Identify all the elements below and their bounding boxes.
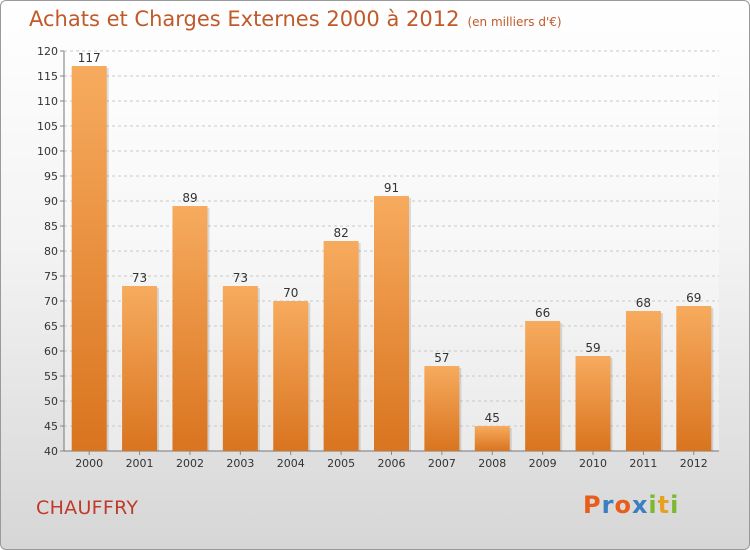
x-tick-label: 2004: [277, 457, 305, 470]
y-tick-label: 70: [44, 295, 58, 308]
bars: [71, 66, 714, 451]
data-label: 73: [132, 271, 147, 285]
bar: [424, 366, 460, 451]
x-tick-label: 2005: [327, 457, 355, 470]
data-label: 45: [485, 411, 500, 425]
x-tick-label: 2011: [629, 457, 657, 470]
x-tick-label: 2003: [226, 457, 254, 470]
x-tick-label: 2007: [428, 457, 456, 470]
y-tick-label: 105: [37, 120, 58, 133]
data-label: 69: [686, 291, 701, 305]
bar: [676, 306, 712, 451]
bar: [172, 206, 208, 451]
x-tick-label: 2009: [529, 457, 557, 470]
bar: [222, 286, 258, 451]
data-label: 70: [283, 286, 298, 300]
y-tick-label: 40: [44, 445, 58, 458]
x-tick-label: 2008: [478, 457, 506, 470]
y-tick-label: 65: [44, 320, 58, 333]
bar: [71, 66, 107, 451]
y-tick-label: 85: [44, 220, 58, 233]
chart-title: Achats et Charges Externes 2000 à 2012 (e…: [29, 7, 562, 31]
x-tick-label: 2006: [378, 457, 406, 470]
x-tick-label: 2000: [75, 457, 103, 470]
x-tick-label: 2010: [579, 457, 607, 470]
bar: [575, 356, 611, 451]
bar: [273, 301, 309, 451]
y-tick-label: 110: [37, 95, 58, 108]
data-label: 91: [384, 181, 399, 195]
labels: 117 2000 73 2001 89 2002 73 2003 70 2004 82 2005 91 2…: [75, 51, 708, 470]
chart-subtitle: (en milliers d'€): [467, 15, 562, 29]
data-label: 66: [535, 306, 550, 320]
x-tick-label: 2001: [126, 457, 154, 470]
x-tick-label: 2002: [176, 457, 204, 470]
data-label: 57: [434, 351, 449, 365]
logo-letter: i: [670, 491, 680, 519]
data-label: 117: [78, 51, 101, 65]
data-label: 73: [233, 271, 248, 285]
town-name: CHAUFFRY: [36, 497, 139, 519]
data-label: 68: [636, 296, 651, 310]
y-tick-label: 60: [44, 345, 58, 358]
y-tick-label: 75: [44, 270, 58, 283]
bar: [374, 196, 409, 451]
x-tick-label: 2012: [680, 457, 708, 470]
logo-letter: o: [614, 491, 632, 519]
logo-letter: i: [648, 491, 658, 519]
bar: [525, 321, 561, 451]
proxiti-logo: Proxiti: [583, 491, 679, 519]
y-tick-label: 90: [44, 195, 58, 208]
y-tick-label: 55: [44, 370, 58, 383]
data-label: 89: [182, 191, 197, 205]
y-tick-label: 120: [37, 45, 58, 58]
bar: [474, 426, 510, 451]
y-tick-label: 50: [44, 395, 58, 408]
y-tick-label: 100: [37, 145, 58, 158]
logo-letter: x: [631, 491, 649, 519]
y-tick-label: 115: [37, 70, 58, 83]
chart-title-main: Achats et Charges Externes 2000 à 2012: [29, 7, 460, 31]
bar: [122, 286, 158, 451]
logo-letter: P: [583, 491, 602, 519]
bar: [323, 241, 359, 451]
logo-letter: r: [601, 491, 615, 519]
y-tick-label: 80: [44, 245, 58, 258]
data-label: 59: [585, 341, 600, 355]
y-tick-label: 95: [44, 170, 58, 183]
logo-letter: t: [657, 491, 671, 519]
bar: [625, 311, 661, 451]
y-tick-label: 45: [44, 420, 58, 433]
data-label: 82: [333, 226, 348, 240]
